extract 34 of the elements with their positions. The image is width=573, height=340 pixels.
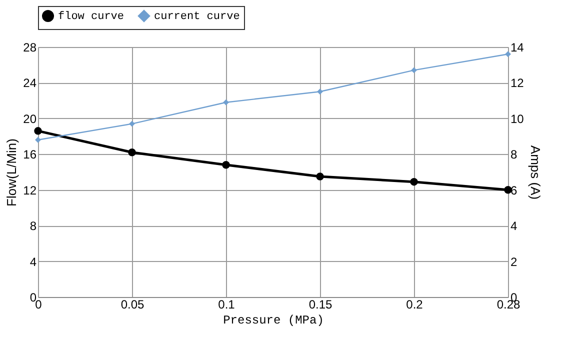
y-tick-label: 12 xyxy=(23,183,37,198)
x-axis-title: Pressure (MPa) xyxy=(223,314,324,328)
point xyxy=(34,127,42,135)
y-axis-title: Flow(L/Min) xyxy=(4,138,20,206)
point xyxy=(317,88,323,95)
point xyxy=(129,120,135,127)
point xyxy=(505,51,511,58)
y2-tick-label: 14 xyxy=(510,40,524,54)
y-tick-label: 20 xyxy=(23,112,37,126)
y-tick-label: 4 xyxy=(30,254,37,269)
y-tick-label: 28 xyxy=(23,40,37,54)
point xyxy=(410,178,418,186)
point xyxy=(35,136,41,143)
x-tick-label: 0.1 xyxy=(218,298,236,312)
y2-tick-label: 4 xyxy=(510,219,518,234)
y-tick-label: 24 xyxy=(23,76,37,90)
y2-tick-label: 10 xyxy=(510,112,524,126)
y2-tick-label: 6 xyxy=(510,183,518,198)
y2-tick-label: 8 xyxy=(510,148,518,162)
point xyxy=(128,148,136,156)
x-tick-label: 0.05 xyxy=(120,298,144,312)
x-tick-label: 0.15 xyxy=(308,298,332,312)
x-tick-label: 0.2 xyxy=(406,298,424,312)
point xyxy=(411,67,417,74)
y-tick-label: 16 xyxy=(23,148,37,162)
legend-label: current curve xyxy=(154,11,240,23)
y2-axis-title: Amps (A) xyxy=(528,145,543,200)
legend-label: flow curve xyxy=(58,11,124,23)
point xyxy=(316,172,324,180)
point xyxy=(223,99,229,106)
point xyxy=(222,160,230,169)
y-tick-label: 8 xyxy=(30,219,37,234)
y2-tick-label: 12 xyxy=(510,76,524,90)
y2-tick-label: 2 xyxy=(510,254,518,269)
